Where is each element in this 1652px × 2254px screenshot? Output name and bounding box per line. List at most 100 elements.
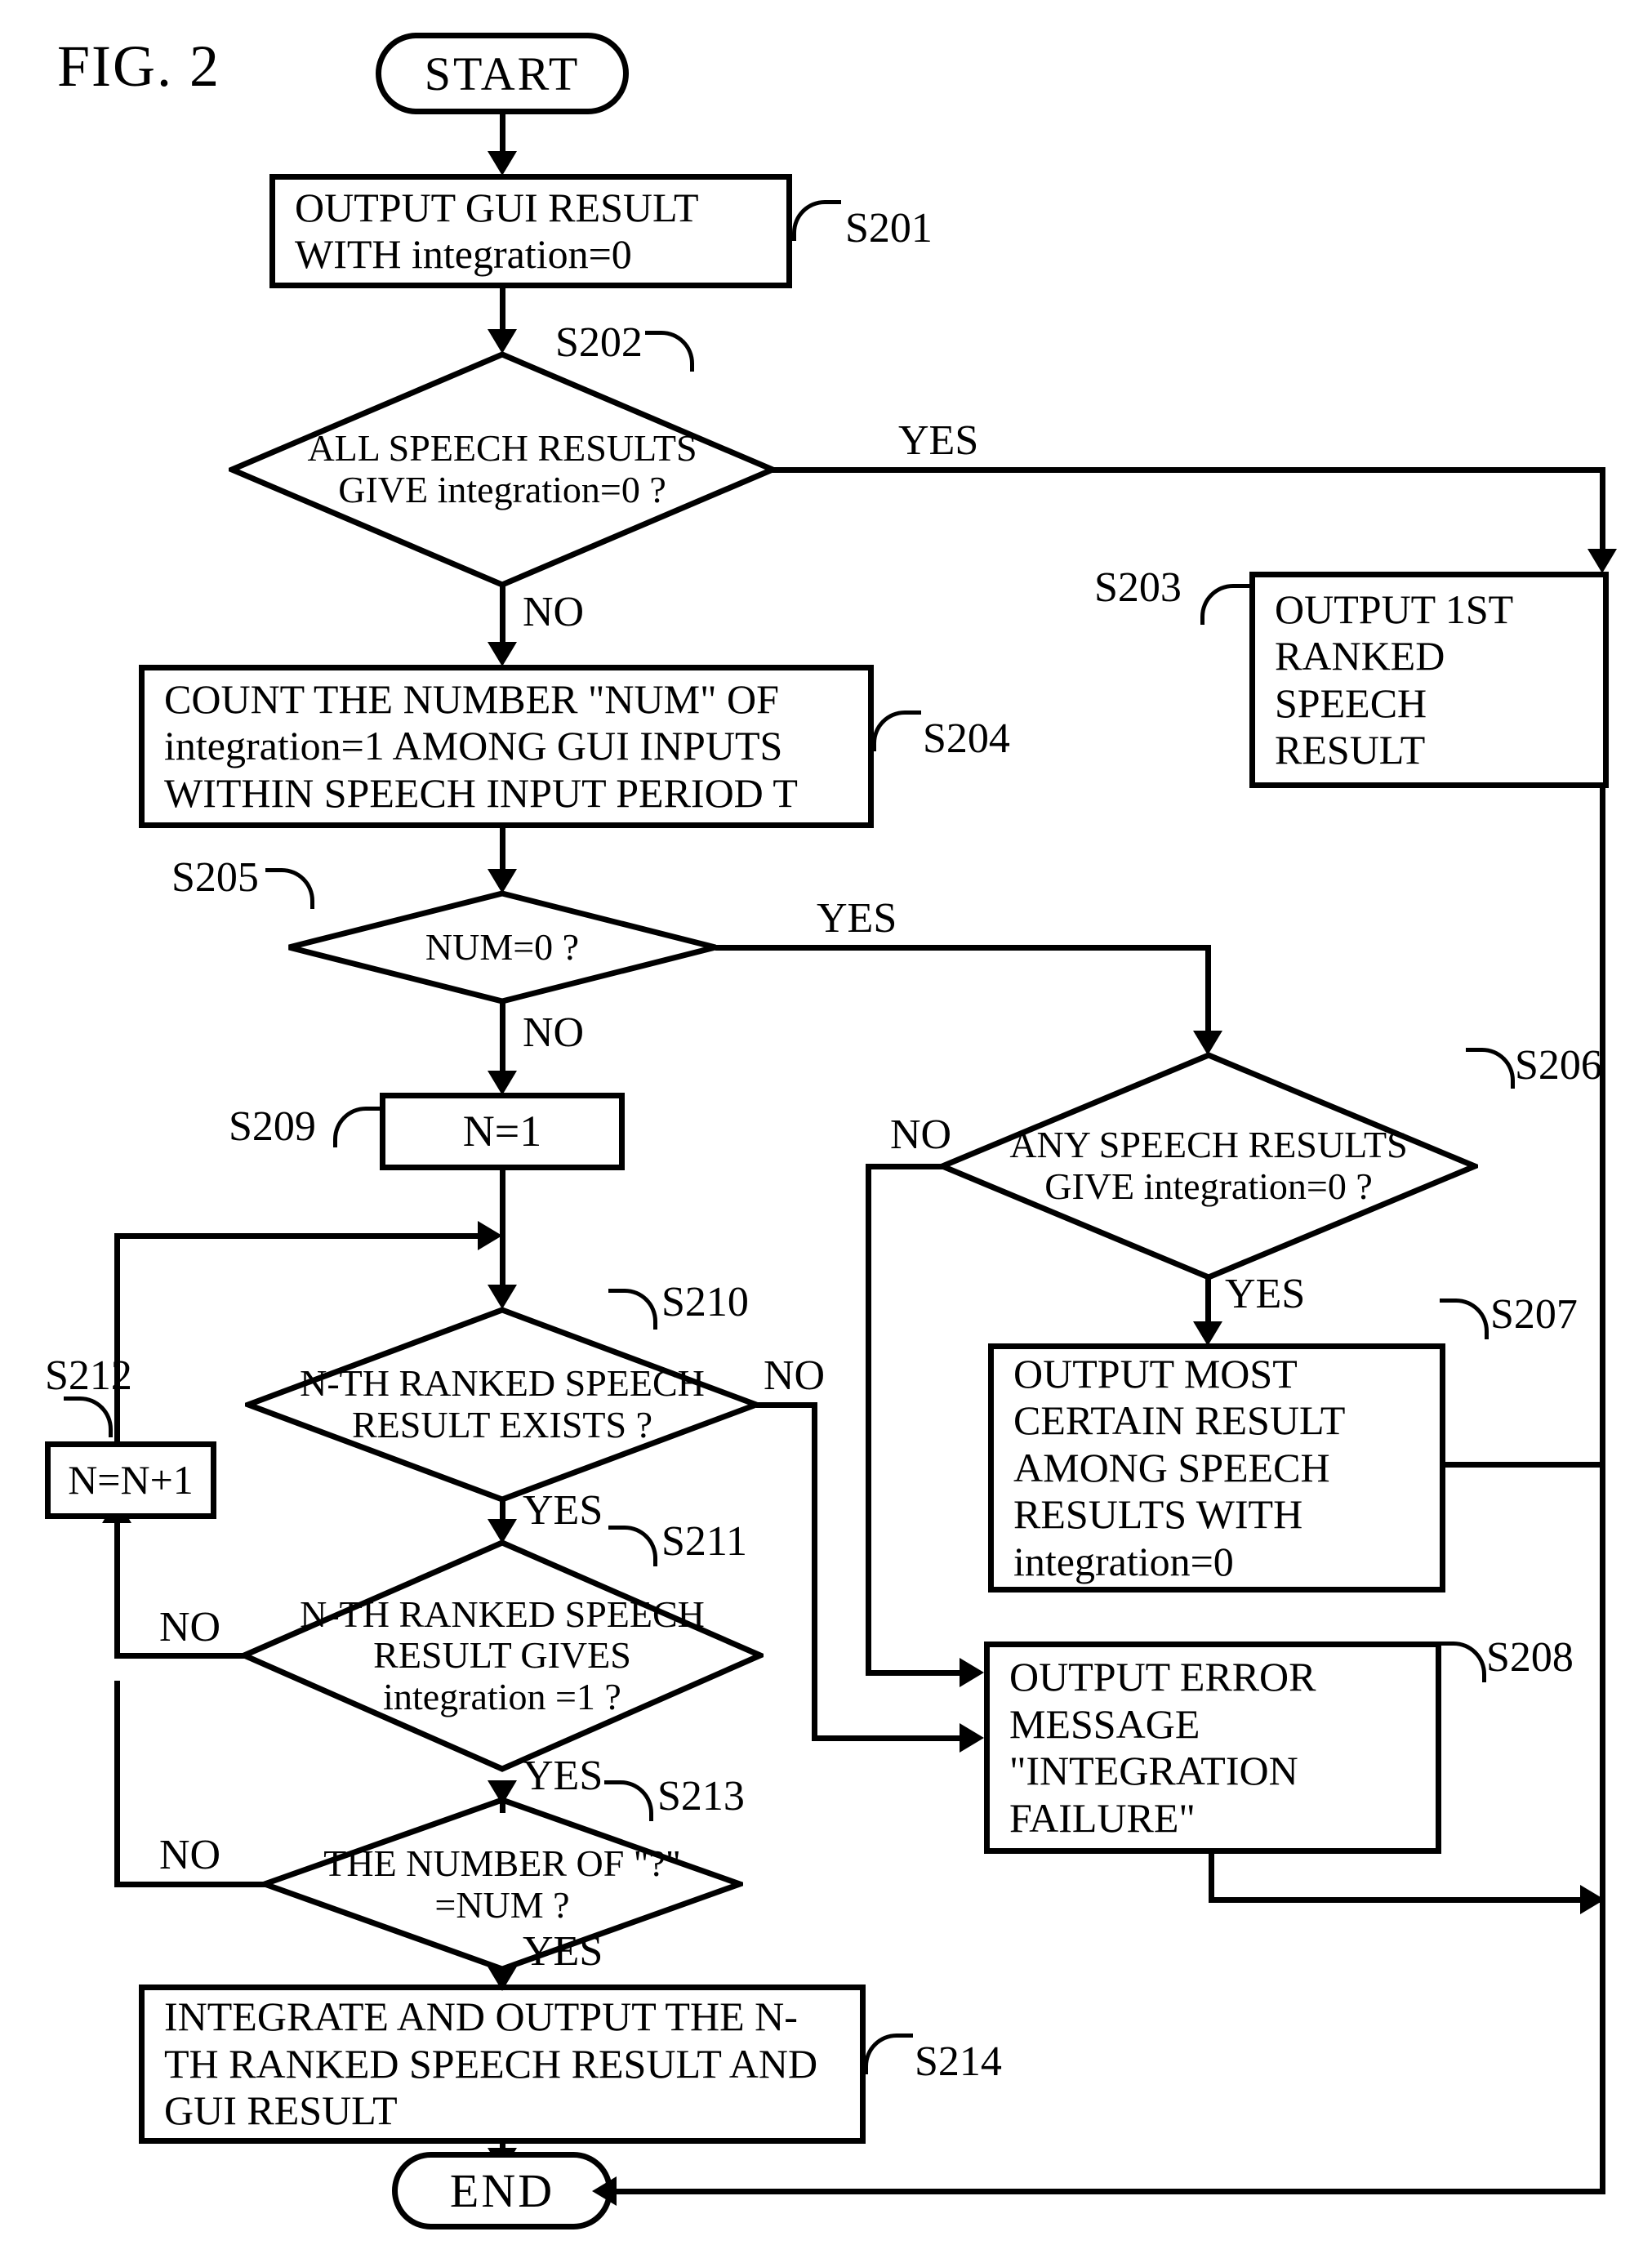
process-text: COUNT THE NUMBER "NUM" OF integration=1 … [164, 676, 848, 817]
edge [773, 467, 1605, 473]
decision-s213: THE NUMBER OF "?" =NUM ? [261, 1797, 743, 1972]
label-hook [1466, 1048, 1515, 1089]
edge-label-yes: YES [898, 416, 978, 465]
process-text: N=1 [463, 1106, 541, 1156]
edge [114, 1681, 120, 1887]
flowchart-canvas: FIG. 2 START OUTPUT GUI RESULT WITH inte… [0, 0, 1652, 2234]
label-hook [608, 1289, 657, 1330]
edge [114, 1233, 482, 1239]
step-label: S211 [661, 1517, 747, 1566]
process-s203: OUTPUT 1ST RANKED SPEECH RESULT [1249, 572, 1609, 788]
label-hook [1437, 1642, 1486, 1682]
edge-label-yes: YES [523, 1752, 603, 1800]
edge-label-no: NO [523, 1009, 584, 1057]
label-hook [792, 200, 841, 241]
edge [812, 1735, 963, 1741]
arrowhead [488, 1285, 517, 1309]
edge-label-no: NO [764, 1352, 825, 1400]
label-hook [604, 1780, 653, 1821]
arrowhead [478, 1221, 502, 1250]
edge [1205, 945, 1211, 1035]
edge [1600, 467, 1605, 553]
figure-title: FIG. 2 [57, 33, 220, 100]
edge [1209, 1897, 1605, 1903]
edge [1445, 1462, 1601, 1468]
decision-s202: ALL SPEECH RESULTS GIVE integration=0 ? [229, 351, 776, 588]
edge-label-yes: YES [817, 894, 897, 942]
edge [1205, 1276, 1211, 1325]
process-text: OUTPUT GUI RESULT WITH integration=0 [295, 185, 767, 278]
process-text: OUTPUT 1ST RANKED SPEECH RESULT [1275, 586, 1583, 774]
step-label: S214 [915, 2038, 1002, 2086]
edge [756, 1402, 817, 1408]
arrowhead [1580, 1885, 1605, 1914]
edge [500, 114, 505, 155]
step-label: S204 [923, 715, 1010, 763]
decision-s205: NUM=0 ? [286, 890, 719, 1004]
label-hook [608, 1526, 657, 1566]
edge [500, 585, 505, 646]
edge [500, 288, 505, 333]
edge [866, 1670, 964, 1676]
decision-text: ALL SPEECH RESULTS GIVE integration=0 ? [283, 428, 721, 510]
edge [715, 945, 1205, 951]
label-hook [64, 1396, 113, 1437]
edge [114, 1233, 120, 1444]
edge [812, 1402, 817, 1741]
process-s212: N=N+1 [45, 1441, 216, 1519]
label-hook [1200, 584, 1249, 625]
arrowhead [488, 642, 517, 666]
edge-label-no: NO [159, 1831, 220, 1879]
edge [866, 1164, 943, 1169]
decision-text: NUM=0 ? [425, 927, 579, 969]
edge [114, 1653, 245, 1659]
arrowhead [488, 329, 517, 354]
decision-s210: N-TH RANKED SPEECH RESULT EXISTS ? [245, 1307, 759, 1503]
edge [500, 828, 505, 873]
process-s214: INTEGRATE AND OUTPUT THE N-TH RANKED SPE… [139, 1984, 866, 2144]
decision-s211: N-TH RANKED SPEECH RESULT GIVES integrat… [241, 1539, 764, 1772]
edge-label-no: NO [159, 1603, 220, 1651]
edge [866, 1164, 871, 1670]
decision-text: ANY SPEECH RESULTS GIVE integration=0 ? [993, 1125, 1424, 1207]
process-text: OUTPUT ERROR MESSAGE "INTEGRATION FAILUR… [1009, 1654, 1416, 1842]
decision-text: N-TH RANKED SPEECH RESULT EXISTS ? [296, 1363, 708, 1446]
step-label: S209 [229, 1102, 316, 1151]
process-text: N=N+1 [68, 1457, 194, 1504]
terminator-end: END [392, 2152, 612, 2230]
arrowhead [960, 1723, 984, 1753]
step-label: S210 [661, 1278, 749, 1326]
edge [1209, 1854, 1214, 1903]
decision-s206: ANY SPEECH RESULTS GIVE integration=0 ? [939, 1052, 1478, 1281]
label-hook [872, 710, 921, 751]
label-hook [864, 2034, 913, 2074]
step-label: S202 [555, 318, 643, 367]
label-hook [645, 331, 694, 372]
edge [114, 1519, 120, 1659]
step-label: S207 [1490, 1290, 1578, 1339]
step-label: S213 [657, 1772, 745, 1820]
step-label: S205 [171, 853, 259, 902]
edge [500, 1001, 505, 1075]
label-hook [265, 868, 314, 909]
decision-text: THE NUMBER OF "?" =NUM ? [309, 1843, 695, 1926]
process-s207: OUTPUT MOST CERTAIN RESULT AMONG SPEECH … [988, 1343, 1445, 1592]
step-label: S201 [845, 204, 933, 252]
process-text: OUTPUT MOST CERTAIN RESULT AMONG SPEECH … [1013, 1351, 1420, 1586]
process-s208: OUTPUT ERROR MESSAGE "INTEGRATION FAILUR… [984, 1642, 1441, 1854]
edge [114, 1882, 265, 1887]
process-s209: N=1 [380, 1093, 625, 1170]
edge-label-no: NO [523, 588, 584, 636]
terminator-start: START [376, 33, 629, 114]
process-text: INTEGRATE AND OUTPUT THE N-TH RANKED SPE… [164, 1993, 840, 2135]
arrowhead [488, 1071, 517, 1095]
arrowhead [488, 151, 517, 176]
edge-label-yes: YES [523, 1486, 603, 1535]
edge [1600, 788, 1605, 2193]
label-hook [333, 1107, 382, 1147]
step-label: S203 [1094, 564, 1182, 612]
arrowhead [1193, 1321, 1222, 1346]
arrowhead [960, 1658, 984, 1687]
edge-label-no: NO [890, 1111, 951, 1159]
step-label: S206 [1515, 1041, 1602, 1089]
